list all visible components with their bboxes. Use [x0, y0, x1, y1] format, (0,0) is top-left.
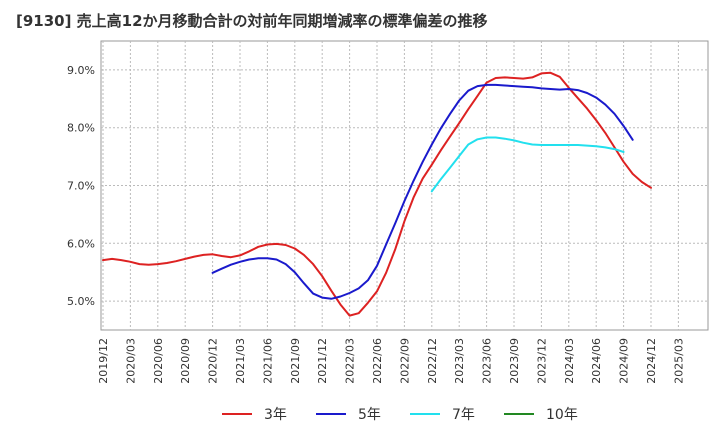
- legend-label: 3年: [264, 407, 287, 423]
- y-tick-label: 5.0%: [67, 295, 95, 308]
- y-tick-label: 9.0%: [67, 64, 95, 77]
- x-tick-label: 2022/09: [398, 338, 411, 384]
- series-line-0: [102, 71, 652, 317]
- x-tick-label: 2020/09: [179, 338, 192, 384]
- y-tick-label: 8.0%: [67, 122, 95, 135]
- x-tick-label: 2024/12: [645, 338, 658, 384]
- y-tick-label: 7.0%: [67, 180, 95, 193]
- x-tick-label: 2020/03: [124, 338, 137, 384]
- x-tick-label: 2021/03: [234, 338, 247, 384]
- x-tick-label: 2020/06: [152, 338, 165, 384]
- chart-title: [9130] 売上高12か月移動合計の対前年同期増減率の標準偏差の推移: [16, 12, 488, 30]
- x-tick-label: 2022/03: [344, 338, 357, 384]
- legend-label: 5年: [358, 407, 381, 423]
- series-layer: [102, 71, 652, 317]
- series-line-1: [211, 83, 634, 300]
- x-tick-label: 2020/12: [207, 338, 220, 384]
- x-axis: 2019/12 2020/03 2020/06 2020/09 2020/12 2021/…: [97, 338, 685, 384]
- y-axis: 5.0% 6.0% 7.0% 8.0% 9.0%: [67, 64, 95, 308]
- x-tick-label: 2021/09: [289, 338, 302, 384]
- x-tick-label: 2022/06: [371, 338, 384, 384]
- x-tick-label: 2023/03: [453, 338, 466, 384]
- x-tick-label: 2024/06: [590, 338, 603, 384]
- x-tick-label: 2021/12: [316, 338, 329, 384]
- legend: 3年 5年 7年 10年: [222, 407, 578, 423]
- x-tick-label: 2019/12: [97, 338, 110, 384]
- series-line-2: [430, 136, 625, 193]
- x-tick-label: 2023/12: [535, 338, 548, 384]
- x-tick-label: 2023/09: [508, 338, 521, 384]
- x-tick-label: 2024/09: [618, 338, 631, 384]
- x-tick-label: 2021/06: [261, 338, 274, 384]
- y-tick-label: 6.0%: [67, 237, 95, 250]
- x-tick-label: 2025/03: [672, 338, 685, 384]
- x-tick-label: 2023/06: [481, 338, 494, 384]
- grid-layer: [101, 41, 708, 330]
- x-tick-label: 2024/03: [563, 338, 576, 384]
- legend-label: 7年: [452, 407, 475, 423]
- x-tick-label: 2022/12: [426, 338, 439, 384]
- legend-label: 10年: [546, 407, 578, 423]
